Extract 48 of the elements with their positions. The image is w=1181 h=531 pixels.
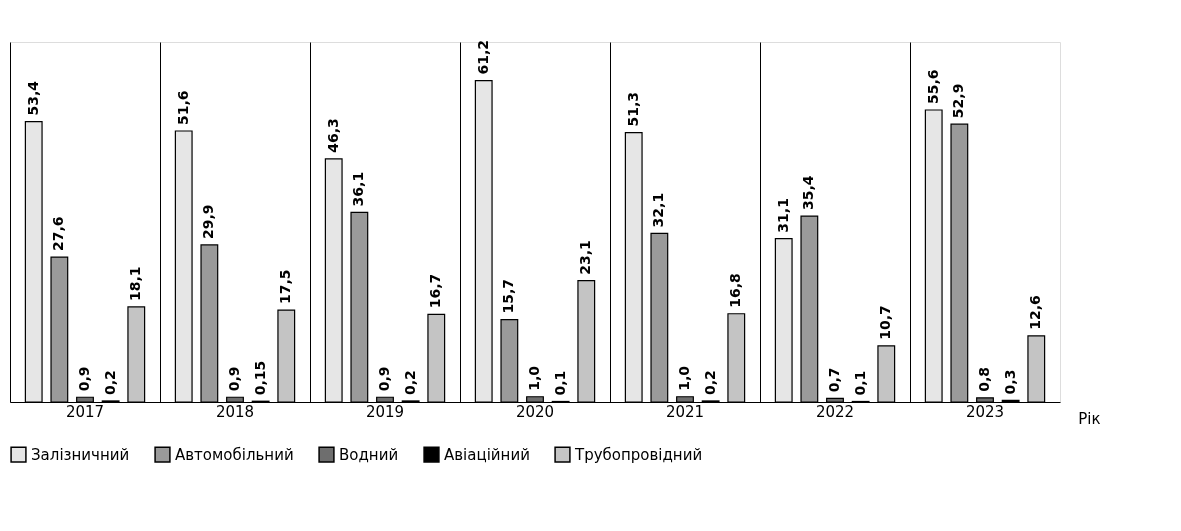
data-label: 0,8	[976, 366, 992, 392]
data-label: 18,1	[127, 266, 144, 301]
x-tick-label: 2018	[215, 402, 255, 421]
x-axis-title: Рік	[1078, 409, 1101, 428]
data-label: 53,4	[24, 80, 41, 116]
x-tick-label: 2022	[815, 402, 855, 421]
data-label: 35,4	[800, 175, 817, 211]
data-label: 23,1	[577, 240, 594, 275]
data-label: 27,6	[50, 216, 67, 252]
data-label: 0,2	[701, 370, 718, 395]
data-label: 31,1	[774, 198, 791, 233]
data-label: 0,3	[1001, 369, 1018, 395]
data-label: 12,6	[1027, 295, 1044, 330]
data-label: 52,9	[950, 83, 967, 119]
data-label: 1,0	[676, 365, 692, 391]
data-label: 17,5	[277, 269, 294, 305]
legend-label: Авіаційний	[444, 445, 530, 464]
data-label: 15,7	[500, 279, 517, 314]
data-label: 0,7	[826, 367, 842, 393]
data-label: 55,6	[924, 69, 941, 104]
data-label: 10,7	[877, 305, 894, 340]
data-label: 61,2	[474, 40, 491, 75]
data-label: 0,9	[376, 366, 392, 392]
data-label: 32,1	[650, 192, 667, 228]
legend-label: Автомобільний	[175, 445, 294, 464]
data-label: 46,3	[324, 118, 341, 153]
data-label: 0,15	[251, 360, 268, 396]
data-label: 0,1	[851, 370, 868, 396]
x-tick-label: 2021	[665, 402, 705, 421]
data-label: 36,1	[350, 171, 367, 207]
x-tick-label: 2019	[365, 402, 405, 421]
legend-label: Залізничний	[31, 445, 130, 464]
x-tick-label: 2017	[65, 402, 105, 421]
data-label: 1,0	[526, 365, 542, 391]
data-label: 29,9	[200, 204, 217, 239]
x-tick-label: 2023	[965, 402, 1005, 421]
data-label: 51,6	[174, 90, 191, 125]
data-label: 0,2	[101, 370, 118, 395]
data-label: 51,3	[624, 92, 641, 127]
data-label: 0,9	[76, 366, 92, 392]
legend-label: Водний	[339, 445, 399, 464]
data-label: 0,9	[226, 366, 242, 392]
data-label: 0,1	[551, 370, 568, 396]
legend-label: Трубопровідний	[574, 445, 703, 464]
data-label: 16,7	[427, 273, 444, 309]
data-label: 0,2	[401, 370, 418, 395]
data-label: 16,8	[727, 273, 744, 308]
x-tick-label: 2020	[515, 402, 555, 421]
